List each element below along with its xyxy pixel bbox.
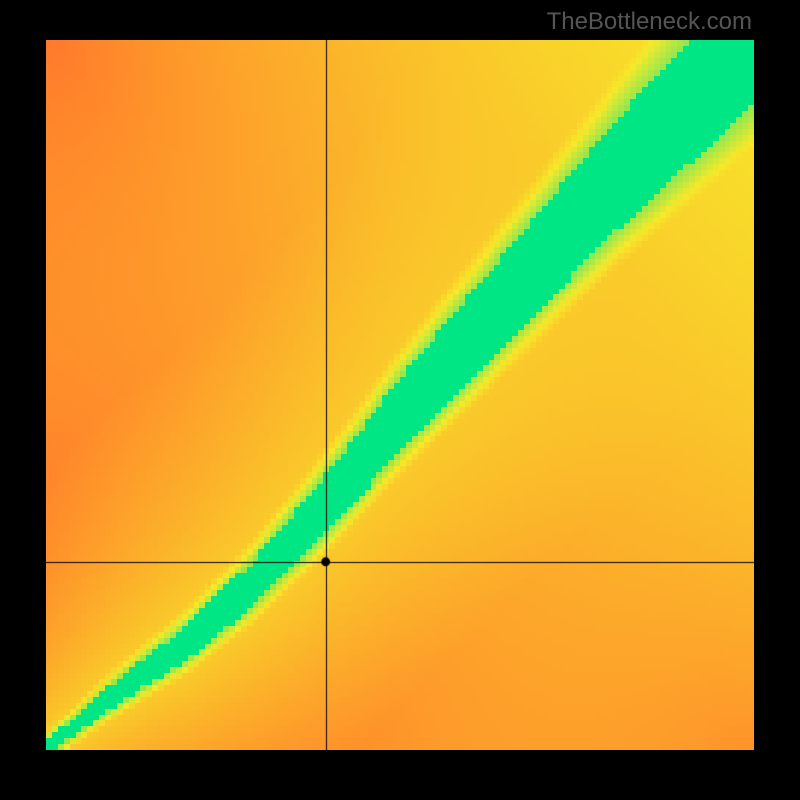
watermark-text: TheBottleneck.com: [547, 8, 752, 36]
bottleneck-heatmap: [46, 40, 754, 750]
chart-container: TheBottleneck.com: [0, 0, 800, 800]
